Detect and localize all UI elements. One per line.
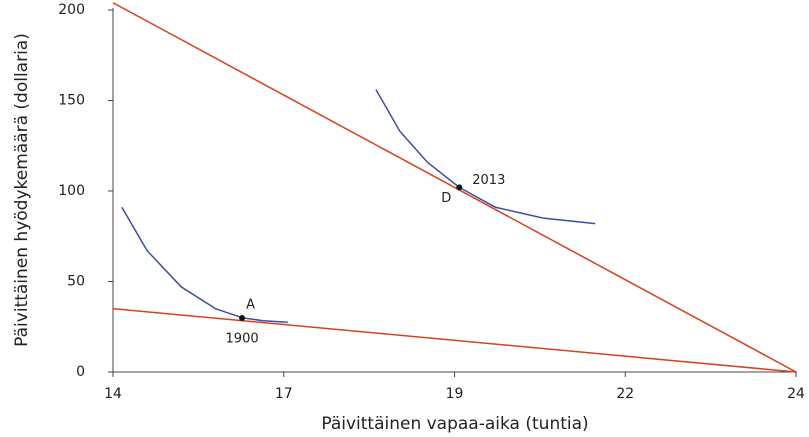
y-tick-label: 150 bbox=[58, 93, 85, 109]
x-tick-label: 24 bbox=[787, 386, 805, 402]
point bbox=[239, 315, 246, 322]
x-tick-label: 17 bbox=[275, 386, 293, 402]
curve bbox=[121, 206, 288, 323]
y-tick-label: 100 bbox=[58, 183, 85, 199]
y-tick-label: 200 bbox=[58, 2, 85, 18]
curve bbox=[112, 307, 797, 373]
point-label: D bbox=[441, 191, 451, 206]
point-label: A bbox=[246, 298, 255, 313]
x-axis-title: Päivittäinen vapaa-aika (tuntia) bbox=[321, 414, 588, 434]
x-tick-label: 14 bbox=[104, 386, 122, 402]
year-label: 1900 bbox=[226, 332, 259, 347]
x-tick-label: 22 bbox=[616, 386, 634, 402]
year-label: 2013 bbox=[472, 173, 505, 188]
point bbox=[456, 184, 463, 191]
y-axis-title: Päivittäinen hyödykemäärä (dollaria) bbox=[12, 33, 32, 347]
x-tick-label: 19 bbox=[446, 386, 464, 402]
curve bbox=[112, 2, 797, 373]
y-tick-label: 50 bbox=[67, 274, 85, 290]
y-tick-label: 0 bbox=[76, 364, 85, 380]
